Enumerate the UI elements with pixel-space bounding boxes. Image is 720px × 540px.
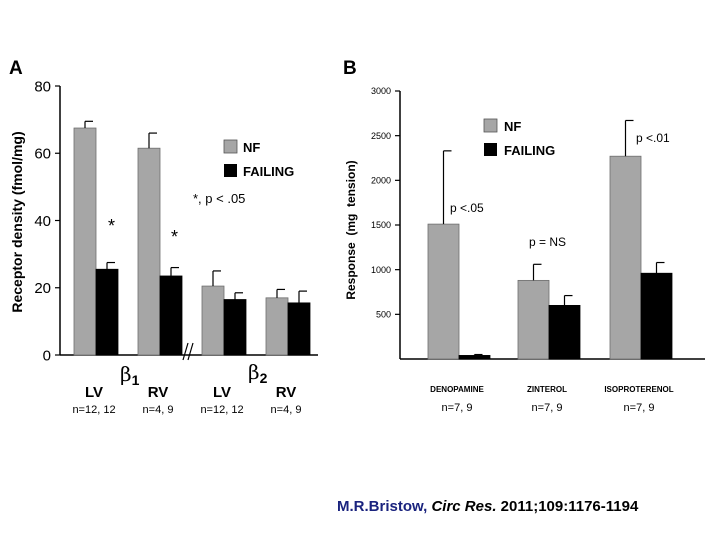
b-y-tick-label: 2000 [371, 175, 391, 185]
panel-b-label: B [343, 58, 357, 79]
b-y-tick-label: 3000 [371, 86, 391, 96]
b-bar-failing [458, 355, 491, 360]
b-category-n: n=7, 9 [532, 402, 563, 414]
figure: A Receptor density (fmol/mg) 0 20 40 60 80 L… [9, 58, 705, 416]
b-bar-nf [427, 223, 460, 360]
b-category-n: n=7, 9 [624, 402, 655, 414]
b-bar-nf [517, 279, 550, 360]
panel-a-y-axis-label: Receptor density (fmol/mg) [9, 131, 25, 312]
b-y-tick-label: 1000 [371, 265, 391, 275]
b-y-tick-label: 500 [376, 309, 391, 319]
significance-mark-lv: * [108, 216, 115, 236]
a-bar-failing [95, 268, 119, 356]
p-value-isoproterenol: p <.01 [636, 131, 670, 145]
panel-a-label: A [9, 58, 23, 79]
citation-author: M.R.Bristow, [337, 498, 428, 515]
b-bar-failing [548, 304, 581, 360]
legend-a-failing-label: FAILING [243, 164, 294, 179]
b-bar-nf [609, 155, 642, 360]
axis-break-mark [182, 342, 194, 361]
legend-b-nf-swatch [483, 118, 498, 133]
citation: M.R.Bristow, Circ Res. 2011;109:1176-119… [337, 498, 638, 515]
a-bar-failing [287, 302, 311, 356]
a-bar-nf [201, 285, 225, 356]
panel-b-y-axis-label: Response (mg tension) [344, 160, 358, 299]
panel-a: A Receptor density (fmol/mg) 0 20 40 60 80 L… [9, 58, 318, 416]
citation-journal: Circ Res. [431, 498, 497, 515]
a-bar-nf [137, 147, 161, 356]
significance-annotation: *, p < .05 [193, 191, 245, 206]
beta1-label: β1 [120, 362, 140, 388]
a-category-label: LV [85, 384, 103, 401]
a-category-label: LV [213, 384, 231, 401]
a-category-n: n=4, 9 [271, 404, 302, 416]
a-y-tick-label: 60 [34, 146, 51, 163]
b-category-label: DENOPAMINE [430, 385, 484, 394]
beta2-label: β2 [248, 360, 268, 386]
p-value-zinterol: p = NS [529, 235, 566, 249]
a-bar-nf [73, 127, 97, 356]
legend-a-failing-swatch [224, 164, 237, 177]
legend-a-nf-label: NF [243, 140, 260, 155]
b-bar-failing [640, 272, 673, 360]
b-category-label: ZINTEROL [527, 385, 567, 394]
significance-mark-rv: * [171, 227, 178, 247]
p-value-denopamine: p <.05 [450, 201, 484, 215]
b-category-label: ISOPROTERENOL [604, 385, 673, 394]
legend-b-failing-swatch [484, 143, 497, 156]
a-bar-nf [265, 297, 289, 356]
citation-details: 2011;109:1176-1194 [500, 498, 639, 515]
b-category-n: n=7, 9 [442, 402, 473, 414]
a-category-label: RV [148, 384, 169, 401]
a-category-n: n=12, 12 [200, 404, 243, 416]
a-bar-failing [223, 299, 247, 356]
a-y-tick-label: 80 [34, 78, 51, 95]
a-y-tick-label: 20 [34, 280, 51, 297]
panel-b: B Response (mg tension) 500 1000 1500 2000 2… [343, 58, 705, 414]
legend-a-nf-swatch [223, 139, 238, 154]
a-bar-failing [159, 275, 183, 356]
a-y-tick-label: 40 [34, 213, 51, 230]
a-category-label: RV [276, 384, 297, 401]
legend-b-nf-label: NF [504, 119, 521, 134]
b-y-tick-label: 1500 [371, 220, 391, 230]
legend-b-failing-label: FAILING [504, 143, 555, 158]
panel-a-legend: NF FAILING [223, 139, 294, 179]
panel-b-legend: NF FAILING [483, 118, 555, 158]
a-y-tick-label: 0 [43, 347, 51, 364]
a-category-n: n=4, 9 [143, 404, 174, 416]
a-category-n: n=12, 12 [72, 404, 115, 416]
b-y-tick-label: 2500 [371, 131, 391, 141]
